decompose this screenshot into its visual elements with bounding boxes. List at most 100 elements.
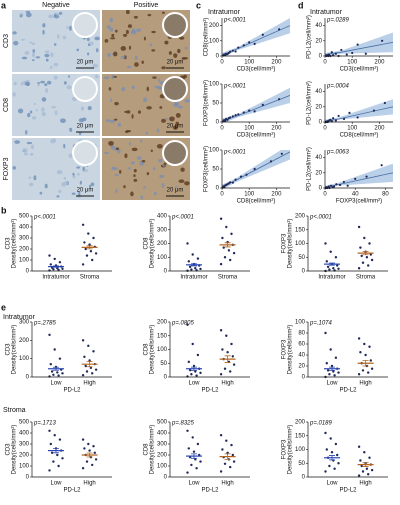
point [364, 353, 367, 357]
point [223, 462, 227, 465]
point [231, 115, 234, 118]
point [328, 464, 331, 468]
point [278, 98, 281, 101]
cell [184, 46, 188, 50]
point [367, 371, 370, 374]
annotation: p<.0001 [171, 215, 194, 221]
y-axis-label: Density(cells/mm²) [150, 425, 156, 475]
scale-bar-label: 20 μm [77, 124, 94, 130]
cell [42, 23, 46, 28]
cell [72, 172, 75, 176]
category-label: Stroma [80, 275, 100, 281]
point [330, 51, 333, 54]
y-tick-label: 80 [298, 331, 305, 337]
error-bar [86, 245, 93, 250]
cell [58, 189, 62, 194]
cell [124, 130, 129, 133]
annotation: p<.0001 [33, 215, 56, 221]
point [221, 448, 224, 451]
y-axis-label: PD-L2(cell/mm²) [307, 147, 313, 191]
cell [87, 105, 92, 111]
y-tick-label: 0 [216, 186, 220, 192]
point [219, 262, 223, 266]
point [187, 447, 190, 450]
cell [58, 11, 63, 15]
cell [76, 48, 80, 52]
cell [161, 118, 166, 123]
y-tick-label: 0 [164, 475, 168, 481]
y-tick-label: 20 [298, 364, 305, 370]
cell [20, 81, 23, 86]
point [187, 360, 190, 364]
annotation: p<.0001 [223, 84, 246, 90]
cell [125, 29, 129, 35]
point [232, 251, 236, 255]
point [261, 33, 264, 36]
x-axis-label: PD-L2 [339, 488, 357, 494]
error-bar [191, 263, 197, 267]
panel-letter: d [298, 0, 304, 10]
point [278, 28, 281, 31]
point [93, 451, 97, 454]
cell [87, 52, 90, 56]
y-axis-label: FOXP3 [282, 439, 288, 459]
point [357, 225, 361, 229]
point [346, 184, 349, 187]
point [94, 252, 98, 255]
point [363, 236, 366, 240]
y-tick-label: 0 [302, 475, 306, 481]
point [335, 183, 338, 186]
point [326, 265, 330, 269]
cell [140, 195, 144, 200]
point [359, 246, 362, 249]
annotation: p=.0805 [171, 321, 195, 327]
cell [90, 182, 95, 187]
point [81, 263, 85, 266]
cell [21, 56, 28, 60]
y-tick-label: 100 [209, 82, 220, 88]
cell [117, 122, 121, 127]
cell [168, 51, 172, 55]
cell [106, 25, 111, 29]
y-tick-label: 0 [216, 54, 220, 60]
point [370, 367, 374, 370]
point [342, 180, 345, 184]
y-tick-label: 50 [212, 167, 219, 173]
point [365, 467, 369, 470]
category-label: Low [50, 481, 62, 487]
point [357, 474, 361, 477]
point [342, 117, 346, 121]
point [329, 118, 332, 121]
tissue-core-inset [72, 76, 98, 102]
x-tick-label: 200 [374, 60, 385, 66]
point [225, 334, 228, 337]
point [231, 181, 234, 184]
y-tick-label: 50 [298, 255, 305, 261]
cell [161, 11, 165, 14]
point [225, 225, 228, 229]
y-tick-label: 200 [157, 320, 168, 326]
cell [48, 14, 54, 19]
point [232, 363, 236, 366]
point [191, 342, 194, 346]
cell [126, 110, 131, 114]
x-axis-label: PD-L2 [63, 388, 81, 394]
point [222, 246, 225, 249]
point [333, 374, 336, 377]
y-tick-label: 40 [315, 89, 322, 95]
cell [31, 116, 37, 120]
point [324, 242, 327, 245]
tissue-core-inset [162, 76, 188, 102]
cell [53, 62, 59, 67]
point [61, 372, 64, 375]
annotation: p=.0189 [309, 421, 333, 427]
cell [110, 37, 116, 40]
confidence-band [222, 18, 290, 56]
x-tick-label: 100 [347, 126, 358, 132]
y-tick-label: 200 [157, 241, 168, 247]
cell [175, 121, 180, 126]
cell [88, 184, 92, 189]
x-axis-label: PD-L2 [63, 488, 81, 494]
point [368, 345, 371, 348]
point [337, 114, 340, 118]
